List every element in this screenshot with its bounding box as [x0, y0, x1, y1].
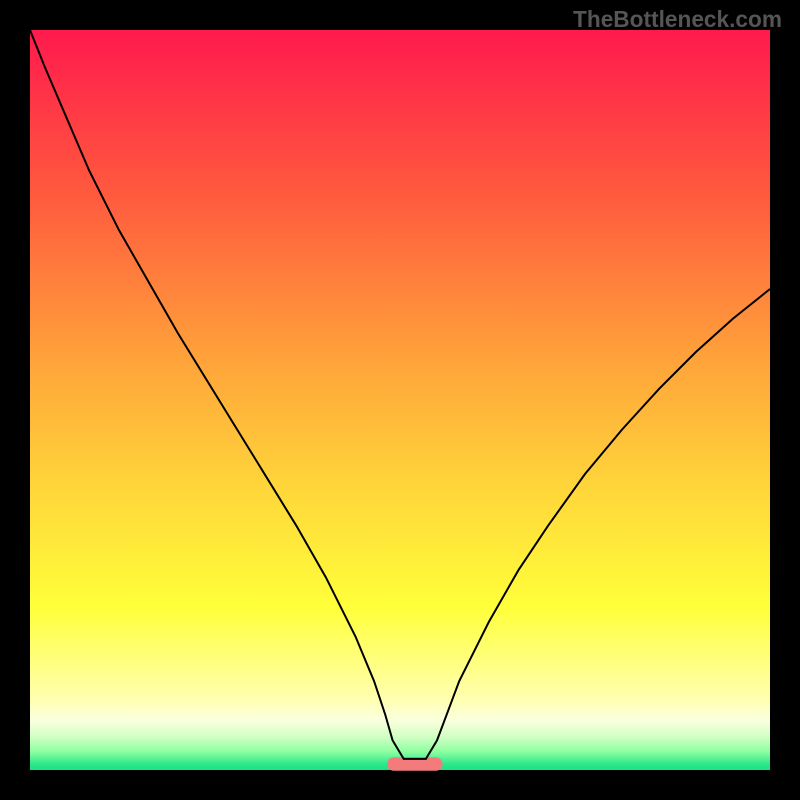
attribution-text: TheBottleneck.com	[573, 6, 782, 33]
plot-background	[30, 30, 770, 770]
chart-frame: TheBottleneck.com	[0, 0, 800, 800]
chart-svg	[0, 0, 800, 800]
